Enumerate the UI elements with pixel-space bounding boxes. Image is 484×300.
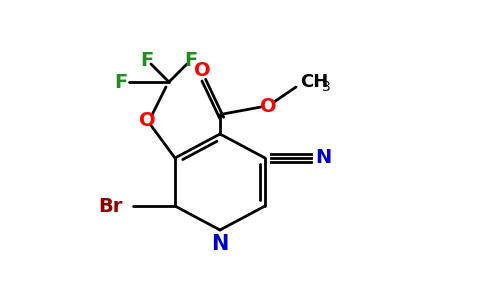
Text: Br: Br (99, 196, 123, 215)
Text: F: F (114, 73, 128, 92)
Text: N: N (315, 148, 331, 167)
Text: O: O (260, 98, 276, 116)
Text: F: F (140, 50, 153, 70)
Text: N: N (212, 234, 228, 254)
Text: O: O (194, 61, 211, 80)
Text: CH: CH (300, 73, 328, 91)
Text: 3: 3 (322, 80, 331, 94)
Text: O: O (138, 110, 155, 130)
Text: F: F (184, 50, 197, 70)
